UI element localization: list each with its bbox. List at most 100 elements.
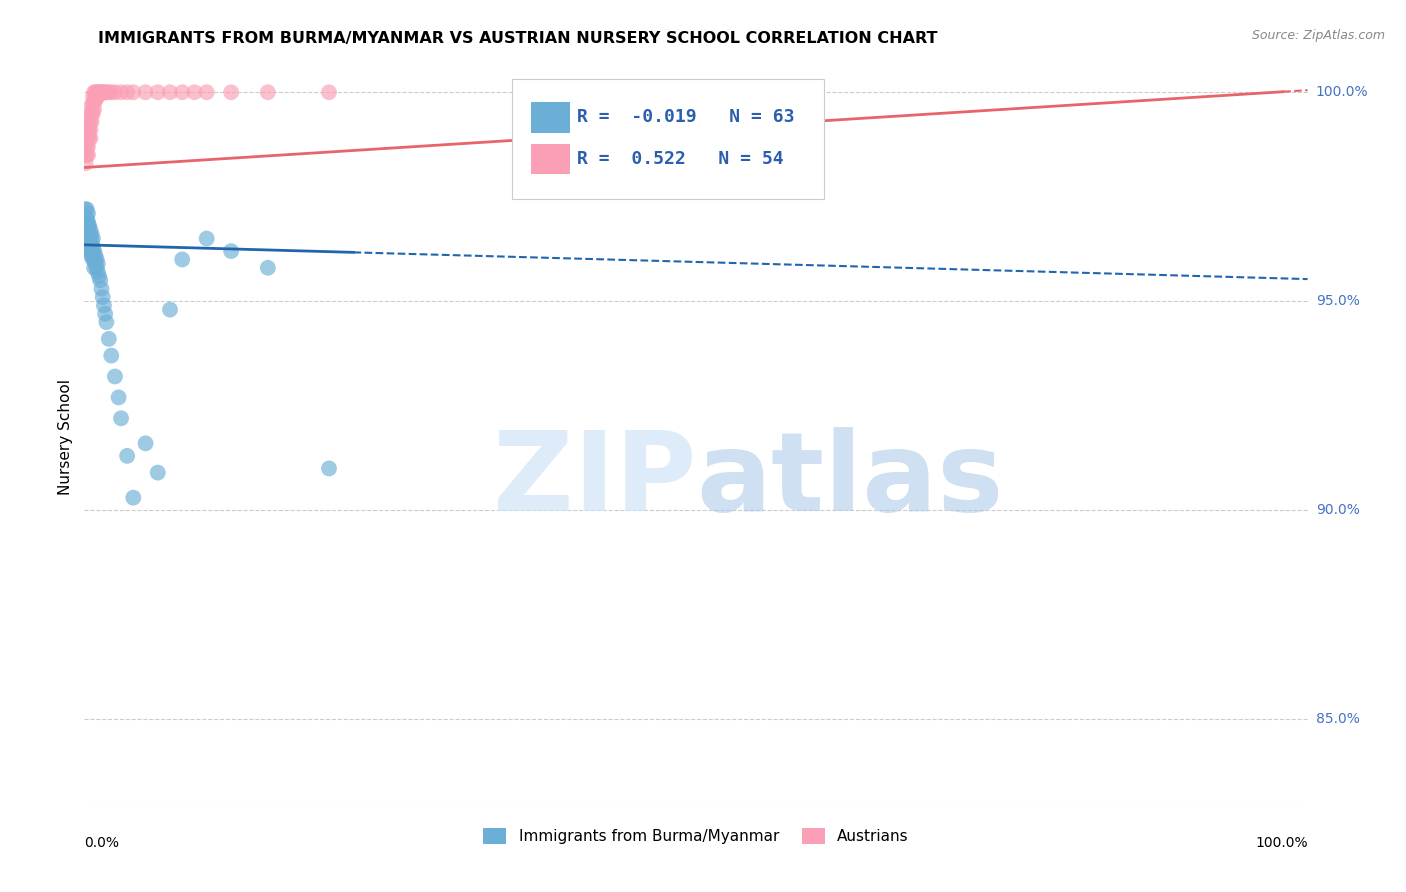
Point xyxy=(83,252,105,267)
Point xyxy=(91,290,114,304)
Point xyxy=(87,269,110,284)
Point xyxy=(82,252,104,267)
Point xyxy=(75,211,97,225)
Point xyxy=(104,85,127,99)
Point xyxy=(76,131,98,145)
Point xyxy=(83,94,105,108)
FancyBboxPatch shape xyxy=(531,102,569,133)
Point xyxy=(115,85,138,99)
Point xyxy=(195,231,218,245)
Point xyxy=(77,206,100,220)
Point xyxy=(77,244,100,258)
Point xyxy=(76,227,98,242)
Point xyxy=(318,461,340,475)
Text: Source: ZipAtlas.com: Source: ZipAtlas.com xyxy=(1251,29,1385,42)
Point xyxy=(79,131,101,145)
Point xyxy=(75,219,97,233)
Point xyxy=(77,227,100,242)
Point xyxy=(159,85,181,99)
Point xyxy=(97,85,120,99)
Point xyxy=(86,85,108,99)
Point xyxy=(77,215,100,229)
Point xyxy=(257,260,280,275)
Point xyxy=(183,85,205,99)
Point xyxy=(80,97,103,112)
Point xyxy=(76,139,98,153)
Point xyxy=(90,85,112,99)
Point xyxy=(79,223,101,237)
Point xyxy=(94,85,117,99)
Point xyxy=(80,235,103,250)
Point xyxy=(135,436,157,450)
Point xyxy=(75,148,97,162)
Point xyxy=(93,298,115,312)
Point xyxy=(195,85,218,99)
Point xyxy=(77,131,100,145)
Point xyxy=(82,231,104,245)
Point xyxy=(84,85,107,99)
Text: IMMIGRANTS FROM BURMA/MYANMAR VS AUSTRIAN NURSERY SCHOOL CORRELATION CHART: IMMIGRANTS FROM BURMA/MYANMAR VS AUSTRIA… xyxy=(98,31,938,46)
Point xyxy=(86,89,108,103)
Point xyxy=(82,97,104,112)
Text: 100.0%: 100.0% xyxy=(1256,836,1308,850)
Point xyxy=(75,139,97,153)
Point xyxy=(76,202,98,217)
Point xyxy=(172,85,194,99)
Point xyxy=(110,85,132,99)
Point xyxy=(80,114,103,128)
Point xyxy=(80,227,103,242)
Point xyxy=(83,85,105,99)
Point xyxy=(83,244,105,258)
Point xyxy=(79,235,101,250)
Point xyxy=(77,123,100,137)
Point xyxy=(77,123,100,137)
Point xyxy=(96,315,118,329)
Text: 85.0%: 85.0% xyxy=(1316,712,1360,726)
Point xyxy=(172,252,194,267)
Point xyxy=(80,244,103,258)
Point xyxy=(122,85,145,99)
Point xyxy=(79,106,101,120)
Point xyxy=(82,240,104,254)
Point xyxy=(86,252,108,267)
Point xyxy=(84,257,107,271)
Point xyxy=(91,85,114,99)
Point xyxy=(77,223,100,237)
Text: 90.0%: 90.0% xyxy=(1316,503,1360,517)
Point xyxy=(77,219,100,233)
Point xyxy=(89,85,111,99)
Point xyxy=(87,265,110,279)
Point xyxy=(77,131,100,145)
Point xyxy=(76,235,98,250)
Point xyxy=(77,148,100,162)
Point xyxy=(75,156,97,170)
Point xyxy=(87,89,110,103)
Point xyxy=(79,240,101,254)
Point xyxy=(79,231,101,245)
Point xyxy=(89,273,111,287)
Y-axis label: Nursery School: Nursery School xyxy=(58,379,73,495)
Point xyxy=(79,114,101,128)
Point xyxy=(107,390,129,404)
Point xyxy=(219,85,242,99)
Point xyxy=(318,85,340,99)
Point xyxy=(159,302,181,317)
Point xyxy=(97,332,120,346)
Point xyxy=(135,85,157,99)
Point xyxy=(93,85,115,99)
Legend: Immigrants from Burma/Myanmar, Austrians: Immigrants from Burma/Myanmar, Austrians xyxy=(477,822,915,850)
Point xyxy=(94,307,117,321)
Point xyxy=(77,219,100,233)
Point xyxy=(77,227,100,242)
Point xyxy=(83,260,105,275)
Point xyxy=(83,102,105,116)
FancyBboxPatch shape xyxy=(531,144,569,175)
Text: R =  0.522   N = 54: R = 0.522 N = 54 xyxy=(578,150,785,168)
Point xyxy=(84,248,107,262)
Text: ZIP: ZIP xyxy=(492,427,696,534)
Point xyxy=(90,282,112,296)
Point xyxy=(79,248,101,262)
Point xyxy=(76,148,98,162)
Point xyxy=(146,466,169,480)
Point xyxy=(87,257,110,271)
